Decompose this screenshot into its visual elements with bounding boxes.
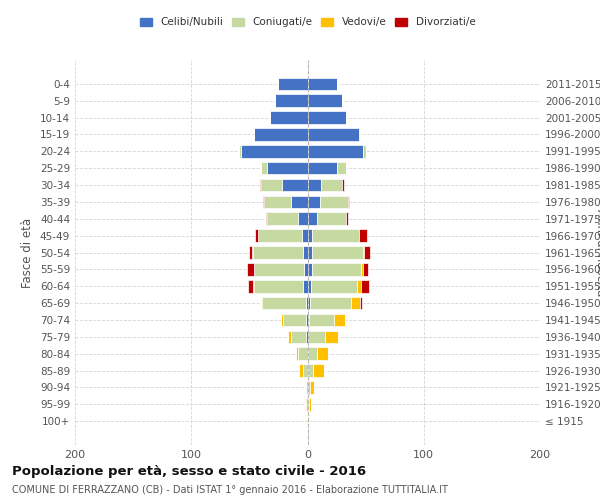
Bar (308, 246, 312, 259)
Bar (312, 230, 359, 242)
Bar (308, 381, 310, 394)
Bar (254, 263, 304, 276)
Bar (298, 212, 308, 225)
Bar (307, 330, 308, 343)
Bar (312, 246, 363, 259)
Bar (359, 128, 360, 141)
Bar (267, 162, 308, 174)
Bar (337, 162, 346, 174)
Bar (299, 364, 303, 377)
Bar (360, 297, 362, 310)
Bar (281, 314, 283, 326)
Bar (343, 178, 344, 192)
Bar (266, 212, 267, 225)
Bar (254, 128, 308, 141)
Bar (308, 78, 337, 90)
Bar (275, 94, 308, 107)
Bar (303, 280, 308, 292)
Bar (312, 263, 361, 276)
Bar (252, 246, 253, 259)
Text: COMUNE DI FERRAZZANO (CB) - Dati ISTAT 1° gennaio 2016 - Elaborazione TUTTITALIA: COMUNE DI FERRAZZANO (CB) - Dati ISTAT 1… (12, 485, 448, 495)
Bar (308, 212, 317, 225)
Bar (282, 178, 308, 192)
Bar (257, 230, 302, 242)
Bar (317, 348, 328, 360)
Bar (308, 111, 346, 124)
Bar (361, 280, 369, 292)
Bar (247, 263, 254, 276)
Bar (317, 212, 346, 225)
Bar (308, 178, 322, 192)
Bar (348, 196, 349, 208)
Bar (262, 297, 307, 310)
Bar (308, 263, 312, 276)
Bar (358, 280, 361, 292)
Legend: Celibi/Nubili, Coniugati/e, Vedovi/e, Divorziati/e: Celibi/Nubili, Coniugati/e, Vedovi/e, Di… (137, 15, 478, 30)
Bar (364, 246, 370, 259)
Bar (350, 297, 360, 310)
Bar (308, 364, 313, 377)
Bar (283, 314, 307, 326)
Bar (250, 246, 252, 259)
Bar (291, 330, 307, 343)
Bar (346, 212, 348, 225)
Bar (310, 297, 350, 310)
Bar (308, 398, 311, 410)
Bar (308, 94, 343, 107)
Bar (291, 196, 308, 208)
Bar (310, 381, 314, 394)
Bar (267, 212, 298, 225)
Bar (308, 128, 359, 141)
Bar (322, 178, 343, 192)
Bar (248, 280, 253, 292)
Bar (253, 246, 303, 259)
Bar (308, 297, 310, 310)
Bar (364, 263, 368, 276)
Bar (304, 263, 308, 276)
Bar (307, 314, 308, 326)
Bar (307, 381, 308, 394)
Bar (361, 263, 364, 276)
Bar (260, 178, 261, 192)
Bar (308, 280, 311, 292)
Bar (261, 162, 267, 174)
Bar (303, 364, 308, 377)
Bar (255, 230, 257, 242)
Bar (241, 145, 308, 158)
Bar (303, 246, 308, 259)
Bar (308, 348, 317, 360)
Y-axis label: Anni di nascita: Anni di nascita (594, 209, 600, 296)
Bar (253, 280, 254, 292)
Bar (359, 230, 367, 242)
Bar (308, 230, 312, 242)
Bar (307, 297, 308, 310)
Bar (288, 330, 291, 343)
Bar (308, 145, 364, 158)
Bar (308, 196, 320, 208)
Bar (298, 348, 308, 360)
Bar (296, 348, 298, 360)
Bar (305, 398, 307, 410)
Bar (325, 330, 338, 343)
Bar (311, 280, 358, 292)
Bar (254, 280, 303, 292)
Bar (320, 196, 348, 208)
Bar (308, 314, 334, 326)
Bar (302, 230, 308, 242)
Bar (334, 314, 344, 326)
Bar (261, 178, 282, 192)
Text: Popolazione per età, sesso e stato civile - 2016: Popolazione per età, sesso e stato civil… (12, 465, 366, 478)
Bar (263, 196, 265, 208)
Bar (239, 145, 241, 158)
Bar (261, 297, 262, 310)
Bar (308, 162, 337, 174)
Bar (364, 145, 365, 158)
Y-axis label: Fasce di età: Fasce di età (22, 218, 34, 288)
Bar (307, 398, 308, 410)
Bar (313, 364, 324, 377)
Bar (265, 196, 291, 208)
Bar (308, 330, 325, 343)
Bar (278, 78, 308, 90)
Bar (271, 111, 308, 124)
